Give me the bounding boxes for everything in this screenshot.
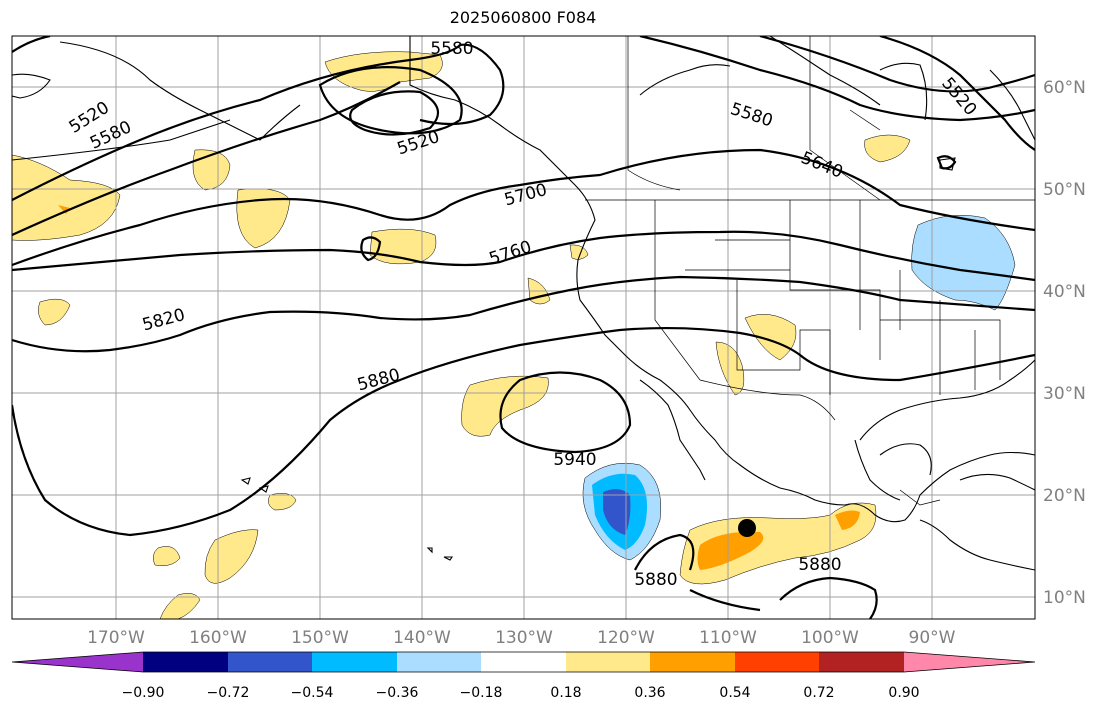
- contour-label: 5940: [553, 450, 596, 470]
- contour-label: 5580: [430, 39, 473, 59]
- colorbar-extend-low: [12, 652, 143, 672]
- colorbar-tick-label: 0.18: [550, 685, 581, 701]
- storm-center-marker: [738, 519, 756, 537]
- lon-label: 170°W: [87, 628, 145, 648]
- lon-label: 150°W: [291, 628, 349, 648]
- colorbar-tick-label: 0.36: [634, 685, 665, 701]
- colorbar-tick-label: 0.90: [888, 685, 919, 701]
- colorbar-tick-label: 0.54: [719, 685, 750, 701]
- lon-label: 140°W: [393, 628, 451, 648]
- colorbar-segment: [143, 652, 228, 672]
- lon-label: 120°W: [597, 628, 655, 648]
- colorbar-segment: [397, 652, 481, 672]
- contour-label: 5880: [634, 570, 677, 590]
- lat-label: 50°N: [1043, 180, 1086, 200]
- colorbar-tick-label: −0.36: [376, 685, 419, 701]
- colorbar-segment: [228, 652, 312, 672]
- colorbar-segment: [566, 652, 650, 672]
- map-title: 2025060800 F084: [449, 8, 597, 27]
- lon-label: 100°W: [801, 628, 859, 648]
- colorbar: [11, 651, 1036, 673]
- colorbar-outline: [11, 651, 1036, 673]
- lon-label: 130°W: [495, 628, 553, 648]
- lat-label: 20°N: [1043, 486, 1086, 506]
- lon-label: 160°W: [189, 628, 247, 648]
- colorbar-tick-label: −0.54: [291, 685, 334, 701]
- latitude-labels: 60°N 50°N 40°N 30°N 20°N 10°N: [1043, 78, 1086, 608]
- colorbar-tick-label: −0.18: [460, 685, 503, 701]
- colorbar-tick-label: −0.90: [122, 685, 165, 701]
- political-borders: [585, 36, 1035, 506]
- longitude-labels: 170°W 160°W 150°W 140°W 130°W 120°W 110°…: [87, 628, 956, 648]
- colorbar-segment: [735, 652, 819, 672]
- lat-label: 60°N: [1043, 78, 1086, 98]
- lat-label: 40°N: [1043, 282, 1086, 302]
- colorbar-tick-label: 0.72: [803, 685, 834, 701]
- lat-label: 10°N: [1043, 588, 1086, 608]
- height-contours: [12, 36, 1035, 619]
- colorbar-segment: [481, 652, 566, 672]
- lon-label: 110°W: [699, 628, 757, 648]
- colorbar-segment: [819, 652, 904, 672]
- lat-label: 30°N: [1043, 384, 1086, 404]
- colorbar-extend-high: [904, 652, 1035, 672]
- colorbar-tick-label: −0.72: [207, 685, 250, 701]
- map-frame: [11, 35, 1036, 620]
- colorbar-segment: [650, 652, 735, 672]
- contour-label: 5880: [798, 555, 841, 575]
- colorbar-tick-labels: −0.90 −0.72 −0.54 −0.36 −0.18 0.18 0.36 …: [122, 685, 920, 701]
- colorbar-segment: [312, 652, 397, 672]
- coastlines: [12, 36, 1035, 571]
- lon-label: 90°W: [909, 628, 956, 648]
